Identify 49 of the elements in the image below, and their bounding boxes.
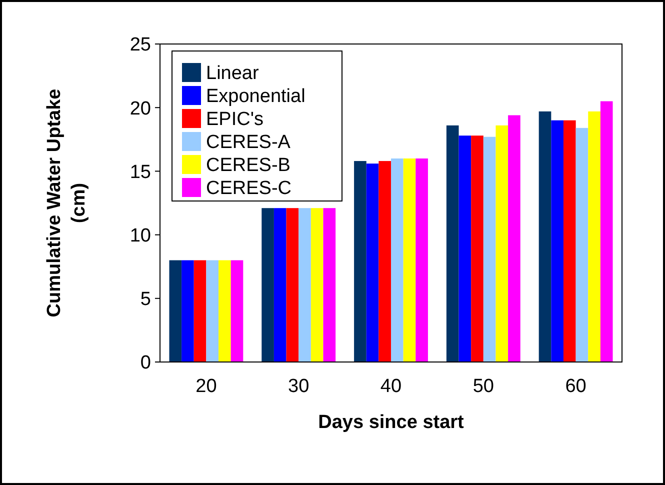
legend-label: Exponential (206, 86, 306, 107)
bar (538, 111, 552, 362)
y-axis-title: Cumulative Water Uptake (cm) (44, 88, 90, 318)
bar (182, 260, 194, 362)
bar (588, 111, 600, 362)
bar (576, 128, 588, 362)
bar (206, 260, 219, 362)
bar (508, 115, 520, 362)
bar (391, 158, 404, 362)
bar (262, 208, 274, 362)
legend-label: CERES-B (206, 155, 290, 176)
x-tick-label: 50 (472, 376, 494, 397)
legend-label: Linear (206, 63, 260, 84)
bar (354, 161, 366, 362)
bar (416, 158, 428, 362)
bar (403, 158, 416, 362)
legend-label: CERES-A (206, 132, 291, 153)
bar (169, 260, 182, 362)
y-tick-label: 20 (130, 98, 151, 120)
y-tick-label: 5 (140, 289, 151, 310)
bar (310, 208, 324, 362)
bar (323, 208, 336, 362)
y-tick-label: 0 (140, 352, 151, 374)
bar (366, 164, 379, 362)
bar (194, 260, 206, 362)
bar (496, 125, 508, 362)
bar (600, 101, 613, 362)
y-tick-label: 25 (130, 34, 151, 56)
bar (471, 136, 484, 362)
bar (298, 208, 311, 362)
bar (218, 260, 231, 362)
legend-label: CERES-C (206, 178, 292, 199)
bar (458, 136, 472, 362)
bar (563, 120, 576, 362)
bar (230, 260, 244, 362)
bar (274, 208, 286, 362)
bar (483, 136, 496, 362)
y-tick-label: 15 (130, 162, 151, 183)
legend-label: EPIC's (206, 109, 264, 130)
x-axis-title: Days since start (318, 412, 465, 433)
bar (378, 161, 391, 362)
x-tick-label: 20 (196, 376, 217, 397)
bar (551, 120, 564, 362)
y-tick-label: 10 (130, 225, 151, 246)
x-tick-label: 30 (288, 376, 310, 397)
x-tick-label: 60 (565, 376, 586, 397)
bar (446, 125, 459, 362)
bar (286, 208, 299, 362)
x-tick-label: 40 (380, 376, 402, 397)
